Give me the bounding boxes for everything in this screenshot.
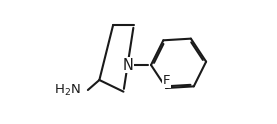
Text: H$_2$N: H$_2$N [54,82,81,98]
Text: F: F [163,74,170,87]
Text: N: N [122,58,133,73]
